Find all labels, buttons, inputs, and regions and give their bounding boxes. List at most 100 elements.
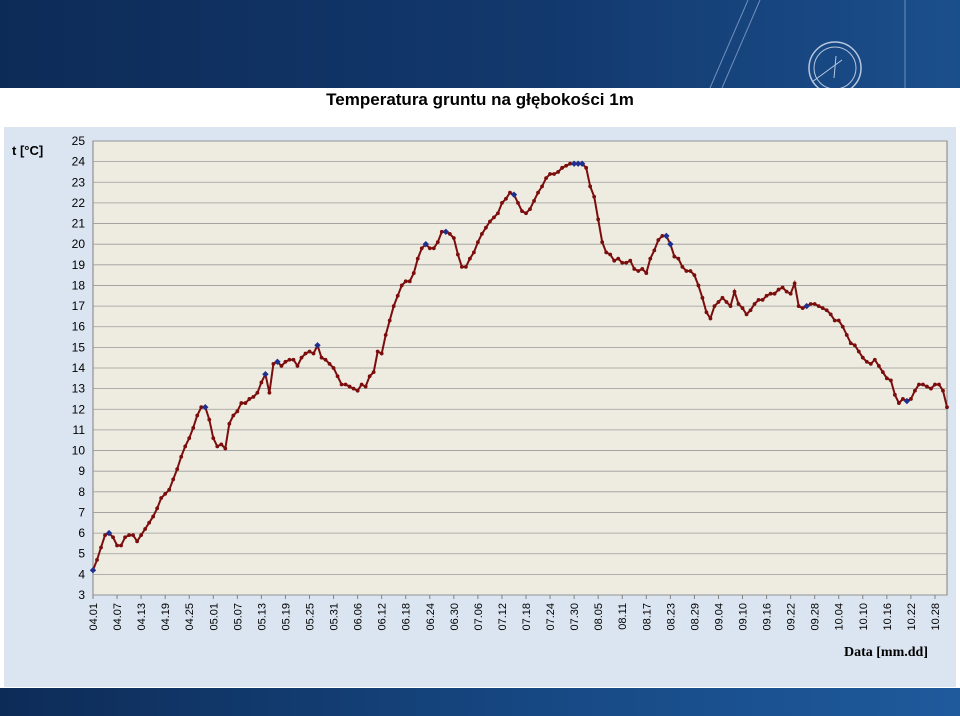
data-point [856,349,861,354]
data-point [616,256,621,261]
data-point [231,413,236,418]
data-point [111,535,115,540]
data-point [884,376,889,381]
data-point [824,308,829,313]
data-point [836,318,841,323]
data-point [307,349,312,354]
data-point [335,374,340,379]
data-point [520,209,524,214]
data-point [219,442,224,447]
data-point [925,384,929,389]
data-point [724,300,729,304]
data-point [909,397,913,401]
x-tick-label: 05.31 [329,603,341,631]
data-point [704,310,709,315]
data-point [127,533,131,538]
data-point [892,392,897,397]
data-point [900,397,905,401]
x-tick-label: 04.19 [160,603,172,631]
data-point [131,533,135,538]
y-tick-label: 25 [72,134,86,148]
data-point [784,289,789,294]
data-point-highlight [574,160,582,167]
data-point [692,273,697,278]
data-point [467,256,472,261]
y-axis-label: t [°C] [12,143,44,158]
data-point [888,378,893,383]
x-tick-label: 09.22 [786,603,798,631]
y-tick-label: 15 [72,340,86,354]
data-point [720,295,725,300]
data-point-highlight [274,358,281,366]
data-point [684,269,689,273]
data-point [484,225,488,230]
x-tick-label: 05.25 [305,603,317,631]
data-point [343,382,348,387]
data-point [628,258,633,263]
y-tick-label: 22 [72,196,86,210]
data-point-highlight [422,240,429,248]
data-point [712,304,717,308]
x-tick-label: 05.19 [280,603,292,631]
y-tick-label: 7 [78,505,85,519]
data-point [351,386,356,391]
x-tick-label: 08.17 [641,603,653,631]
x-tick-label: 10.16 [882,603,894,631]
data-point [937,382,941,387]
y-tick-label: 3 [78,588,85,602]
data-point [427,246,432,251]
data-point [680,264,685,269]
data-point [411,271,416,275]
data-point [868,361,873,366]
data-point [435,240,440,245]
x-tick-label: 06.24 [425,603,437,631]
data-point [652,248,657,253]
data-point [251,394,256,399]
data-point [780,285,785,290]
data-point [636,269,641,273]
data-point [820,306,825,311]
data-point [347,384,352,389]
data-point [600,240,605,245]
x-tick-label: 04.01 [88,603,100,631]
data-point-highlight [105,529,113,537]
data-point [471,250,476,255]
data-point [620,260,625,265]
data-point [768,291,773,296]
data-point [447,231,452,236]
y-tick-label: 18 [72,278,86,292]
data-point [700,295,705,300]
data-point [95,558,99,562]
data-point [524,211,528,216]
data-point [151,514,156,519]
data-point [764,293,769,298]
data-point [840,324,845,329]
data-point [752,302,757,306]
data-point-highlight [803,302,810,310]
y-tick-label: 9 [78,464,85,478]
data-point [363,384,368,389]
data-point [135,539,140,544]
data-point [852,343,857,348]
data-point [756,298,761,302]
y-tick-label: 12 [72,402,86,416]
data-point [796,304,801,308]
y-tick-label: 4 [78,567,85,581]
chart-title: Temperatura gruntu na głębokości 1m [326,90,634,109]
data-point [772,291,777,296]
data-point-highlight [570,160,578,167]
data-point [283,359,288,364]
data-point [716,300,721,304]
data-point [99,545,103,550]
y-axis-ticks: 3 4 5 6 7 8 9 10 11 12 13 14 15 16 17 18 19 20 21 22 23 24 25 [72,134,86,602]
x-tick-label: 04.07 [112,603,124,631]
data-point [123,535,127,540]
data-point [139,533,144,538]
data-point [708,316,713,321]
data-point [339,382,344,387]
data-point [556,170,560,174]
data-point [371,370,376,375]
data-point [748,308,753,313]
data-point [508,190,512,195]
x-tick-label: 05.01 [208,603,220,631]
